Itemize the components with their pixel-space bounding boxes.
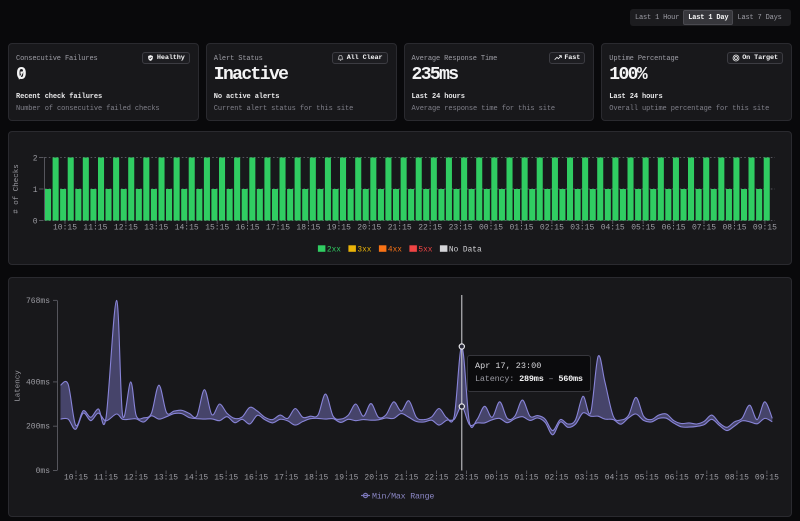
svg-text:11:15: 11:15 — [94, 474, 118, 483]
svg-text:15:15: 15:15 — [214, 474, 238, 483]
svg-text:20:15: 20:15 — [364, 474, 388, 483]
svg-text:11:15: 11:15 — [83, 224, 107, 233]
svg-text:200ms: 200ms — [26, 423, 50, 432]
svg-text:3xx: 3xx — [357, 246, 371, 254]
svg-text:07:15: 07:15 — [692, 224, 716, 233]
svg-text:12:15: 12:15 — [114, 224, 138, 233]
svg-text:15:15: 15:15 — [205, 224, 229, 233]
svg-text:05:15: 05:15 — [631, 224, 655, 233]
svg-text:02:15: 02:15 — [545, 474, 569, 483]
svg-text:13:15: 13:15 — [144, 224, 168, 233]
svg-text:400ms: 400ms — [26, 378, 50, 387]
svg-text:05:15: 05:15 — [635, 474, 659, 483]
svg-text:2: 2 — [33, 154, 38, 163]
svg-text:20:15: 20:15 — [357, 224, 381, 233]
svg-text:18:15: 18:15 — [304, 474, 328, 483]
svg-text:19:15: 19:15 — [334, 474, 358, 483]
svg-text:01:15: 01:15 — [515, 474, 539, 483]
svg-text:No Data: No Data — [449, 246, 482, 254]
svg-text:18:15: 18:15 — [296, 224, 320, 233]
svg-text:2xx: 2xx — [327, 246, 341, 254]
svg-text:5xx: 5xx — [418, 246, 432, 254]
svg-text:19:15: 19:15 — [327, 224, 351, 233]
svg-text:768ms: 768ms — [26, 297, 50, 306]
svg-text:09:15: 09:15 — [755, 474, 779, 483]
svg-text:0ms: 0ms — [36, 467, 51, 476]
svg-text:16:15: 16:15 — [244, 474, 268, 483]
svg-text:21:15: 21:15 — [388, 224, 412, 233]
svg-text:22:15: 22:15 — [424, 474, 448, 483]
svg-text:0: 0 — [33, 217, 38, 226]
svg-text:03:15: 03:15 — [570, 224, 594, 233]
svg-text:1: 1 — [33, 186, 38, 195]
svg-text:00:15: 00:15 — [479, 224, 503, 233]
svg-text:08:15: 08:15 — [725, 474, 749, 483]
svg-text:09:15: 09:15 — [753, 224, 777, 233]
svg-text:04:15: 04:15 — [605, 474, 629, 483]
svg-text:Latency: Latency — [15, 370, 23, 402]
svg-text:17:15: 17:15 — [274, 474, 298, 483]
svg-text:16:15: 16:15 — [236, 224, 260, 233]
svg-text:04:15: 04:15 — [601, 224, 625, 233]
svg-text:00:15: 00:15 — [485, 474, 509, 483]
svg-text:23:15: 23:15 — [454, 474, 478, 483]
svg-text:17:15: 17:15 — [266, 224, 290, 233]
svg-text:21:15: 21:15 — [394, 474, 418, 483]
svg-text:06:15: 06:15 — [665, 474, 689, 483]
svg-text:03:15: 03:15 — [575, 474, 599, 483]
svg-text:06:15: 06:15 — [662, 224, 686, 233]
svg-text:Min/Max Range: Min/Max Range — [372, 492, 434, 502]
svg-text:14:15: 14:15 — [175, 224, 199, 233]
svg-text:4xx: 4xx — [388, 246, 402, 254]
svg-text:07:15: 07:15 — [695, 474, 719, 483]
svg-text:12:15: 12:15 — [124, 474, 148, 483]
svg-text:01:15: 01:15 — [509, 224, 533, 233]
svg-text:08:15: 08:15 — [722, 224, 746, 233]
svg-text:10:15: 10:15 — [64, 474, 88, 483]
svg-text:10:15: 10:15 — [53, 224, 77, 233]
svg-text:23:15: 23:15 — [449, 224, 473, 233]
svg-text:22:15: 22:15 — [418, 224, 442, 233]
svg-text:02:15: 02:15 — [540, 224, 564, 233]
svg-text:13:15: 13:15 — [154, 474, 178, 483]
svg-text:# of Checks: # of Checks — [13, 164, 21, 214]
svg-text:14:15: 14:15 — [184, 474, 208, 483]
